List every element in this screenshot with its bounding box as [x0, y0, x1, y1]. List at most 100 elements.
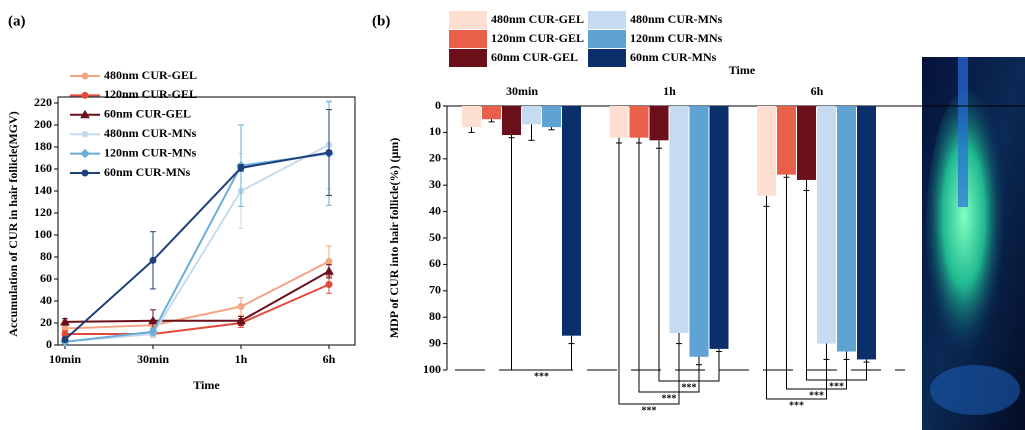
y-tick-label: 120 — [34, 205, 52, 219]
y-axis-label: MDP of CUR into hair follicle(%) (μm) — [387, 138, 401, 339]
marker — [81, 130, 89, 138]
legend-swatch — [449, 49, 487, 67]
bar — [629, 106, 649, 138]
significance-bracket — [766, 206, 827, 400]
bar — [709, 106, 729, 349]
bar — [689, 106, 709, 357]
legend-label: 60nm CUR-MNs — [104, 165, 191, 179]
legend-label: 120nm CUR-MNs — [630, 31, 723, 45]
bar — [857, 106, 876, 360]
legend-label: 60nm CUR-GEL — [104, 107, 191, 121]
y-tick-label: 40 — [40, 293, 52, 307]
series-line — [64, 152, 330, 343]
legend-label: 480nm CUR-GEL — [104, 68, 197, 82]
y-tick-label: 100 — [34, 227, 52, 241]
bar — [797, 106, 816, 180]
legend-label: 60nm CUR-MNs — [630, 50, 717, 64]
y-tick-label: 200 — [34, 117, 52, 131]
significance-label: *** — [682, 382, 697, 393]
y-tick-label: 60 — [40, 271, 52, 285]
y-tick-label: 30 — [429, 177, 441, 191]
legend-swatch — [588, 49, 626, 67]
marker — [237, 164, 245, 172]
x-tick-label: 30min — [137, 352, 169, 366]
bar — [522, 106, 541, 125]
x-tick-label: 6h — [323, 352, 336, 366]
x-tick-label: 1h — [235, 352, 248, 366]
marker — [148, 315, 158, 325]
x-tick-label: 30min — [506, 84, 538, 98]
significance-bracket — [786, 177, 847, 390]
legend-label: 480nm CUR-MNs — [104, 126, 197, 140]
significance-label: *** — [662, 393, 677, 404]
series-line — [64, 270, 330, 323]
significance-label: *** — [809, 390, 824, 401]
x-tick-label: 6h — [811, 84, 824, 98]
marker — [149, 256, 157, 264]
legend-swatch — [449, 11, 487, 29]
y-tick-label: 0 — [46, 337, 52, 351]
y-tick-label: 80 — [40, 249, 52, 263]
panel-label: (b) — [372, 13, 390, 29]
significance-label: *** — [829, 381, 844, 392]
plot-frame — [57, 96, 356, 346]
legend-label: 120nm CUR-GEL — [104, 87, 197, 101]
bar — [542, 106, 561, 128]
bar — [649, 106, 669, 141]
bar — [609, 106, 629, 138]
y-axis-label: Accumulation of CUR in hair follicle(MGV… — [6, 111, 20, 336]
marker — [325, 281, 333, 288]
bar — [777, 106, 796, 175]
y-tick-label: 10 — [429, 124, 441, 138]
legend-swatch — [449, 30, 487, 48]
bar — [669, 106, 689, 334]
series-line — [65, 283, 330, 335]
y-tick-label: 90 — [429, 335, 441, 349]
marker — [81, 72, 89, 80]
y-tick-label: 100 — [423, 362, 441, 376]
y-tick-label: 140 — [34, 183, 52, 197]
legend-label: 120nm CUR-MNs — [104, 145, 197, 159]
y-tick-label: 0 — [435, 98, 441, 112]
bar — [462, 106, 481, 128]
series-line — [64, 260, 330, 330]
bar — [502, 106, 521, 136]
y-tick-label: 50 — [429, 230, 441, 244]
significance-bracket — [658, 148, 720, 382]
significance-bracket — [806, 190, 867, 381]
marker — [237, 303, 245, 310]
x-tick-label: 10min — [49, 352, 81, 366]
significance-bracket — [638, 142, 700, 393]
bar — [482, 106, 501, 120]
x-tick-label: 1h — [663, 84, 676, 98]
marker — [324, 266, 334, 275]
y-tick-label: 40 — [429, 203, 441, 217]
y-tick-label: 20 — [429, 151, 441, 165]
marker — [325, 257, 333, 265]
marker — [325, 149, 333, 156]
marker — [81, 169, 89, 177]
legend-label: 480nm CUR-MNs — [630, 12, 723, 26]
significance-label: *** — [534, 371, 549, 382]
bar — [837, 106, 856, 352]
marker — [61, 336, 69, 343]
y-tick-label: 60 — [429, 256, 441, 270]
bar — [562, 106, 581, 336]
y-tick-label: 220 — [34, 95, 52, 109]
marker — [60, 316, 70, 326]
marker — [81, 91, 89, 99]
legend-label: 480nm CUR-GEL — [491, 12, 584, 26]
y-tick-label: 20 — [40, 315, 52, 329]
y-tick-label: 70 — [429, 283, 441, 297]
bar — [757, 106, 776, 196]
significance-bracket — [618, 142, 680, 405]
marker — [148, 327, 158, 337]
y-tick-label: 80 — [429, 309, 441, 323]
legend-label: 120nm CUR-GEL — [491, 31, 584, 45]
legend-swatch — [588, 30, 626, 48]
x-axis-label: Time — [729, 63, 756, 77]
series-line — [64, 143, 330, 343]
marker — [80, 148, 90, 159]
significance-bracket — [511, 137, 572, 371]
